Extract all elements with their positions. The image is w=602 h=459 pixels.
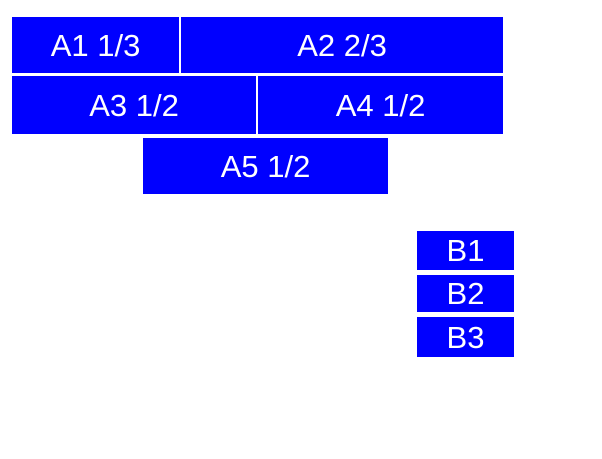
block-a4: A4 1/2	[258, 76, 503, 134]
block-a5: A5 1/2	[143, 138, 388, 194]
block-a2: A2 2/3	[181, 17, 503, 73]
block-b2: B2	[417, 275, 514, 312]
block-b3: B3	[417, 317, 514, 357]
block-a1: A1 1/3	[12, 17, 179, 73]
block-b1: B1	[417, 231, 514, 270]
block-a3: A3 1/2	[12, 76, 256, 134]
